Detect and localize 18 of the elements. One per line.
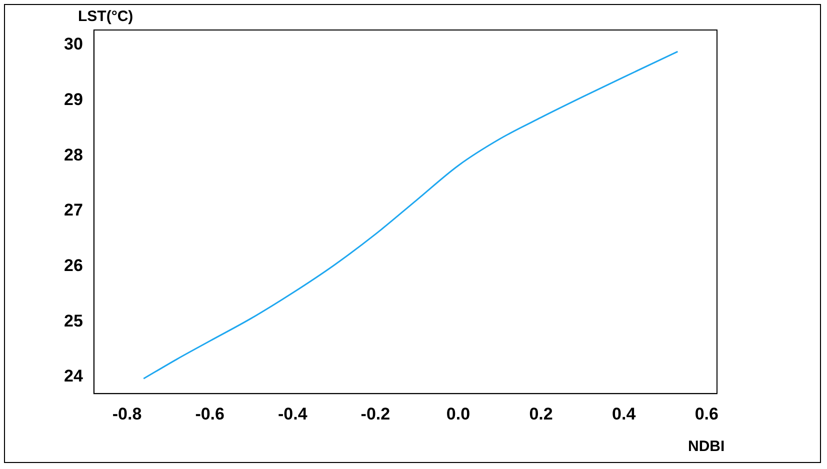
x-tick-label: 0.0: [446, 404, 470, 424]
line-series: [142, 50, 678, 380]
x-tick-label: -0.4: [278, 404, 308, 424]
y-tick-label: 24: [64, 366, 84, 386]
x-tick-label: 0.6: [694, 404, 718, 424]
y-axis-title: LST(°C): [78, 8, 134, 25]
y-tick-label: 27: [64, 200, 83, 220]
y-tick-label: 25: [64, 311, 83, 330]
x-tick-label: -0.6: [195, 404, 224, 424]
y-tick-label: 29: [64, 90, 83, 109]
y-tick-label: 28: [64, 145, 83, 164]
x-tick-label: -0.2: [360, 404, 390, 424]
x-axis-title: NDBI: [688, 438, 725, 455]
y-tick-label: 26: [64, 256, 83, 275]
x-tick-label: -0.8: [112, 404, 142, 424]
y-tick-label: 30: [64, 34, 83, 54]
x-tick-label: 0.2: [529, 404, 553, 424]
x-tick-label: 0.4: [612, 404, 636, 424]
